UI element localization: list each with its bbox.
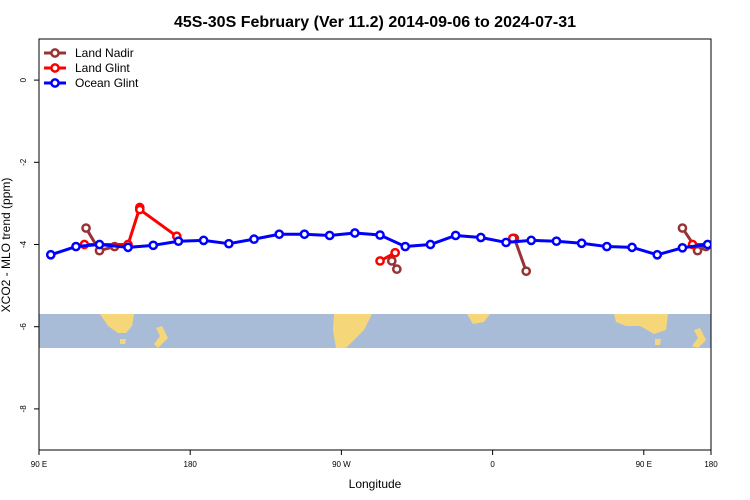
series-2-point-0-6 xyxy=(198,235,209,246)
series-2-point-0-15 xyxy=(425,239,436,250)
series-0-point-0-0 xyxy=(81,223,91,233)
y-axis-label: XCO2 - MLO trend (ppm) xyxy=(0,178,13,313)
series-2-point-0-8 xyxy=(249,234,259,245)
series-2-point-0-5 xyxy=(173,236,184,247)
legend-label-0: Land Nadir xyxy=(75,46,134,60)
series-2-point-0-12 xyxy=(349,228,360,238)
legend-marker-1 xyxy=(50,63,60,73)
legend-marker-0 xyxy=(50,48,60,58)
series-1-point-1-1 xyxy=(390,247,401,258)
series-2-point-0-1 xyxy=(71,241,81,252)
y-tick-label-0: 0 xyxy=(19,77,28,82)
y-tick-label-2: -4 xyxy=(19,240,28,248)
series-0-point-1-1 xyxy=(391,264,402,275)
series-2-point-0-22 xyxy=(601,241,612,252)
x-tick-label-4: 90 E xyxy=(636,460,652,469)
series-2-point-0-25 xyxy=(677,242,688,253)
chart-title: 45S-30S February (Ver 11.2) 2014-09-06 t… xyxy=(174,14,576,31)
y-tick-label-4: -8 xyxy=(19,405,28,413)
series-2-point-0-3 xyxy=(123,242,133,253)
series-2-point-0-17 xyxy=(475,232,486,243)
map-band xyxy=(39,314,711,348)
series-1-line-3 xyxy=(692,243,711,246)
series-0-point-3-0 xyxy=(677,223,688,233)
series-2-point-0-2 xyxy=(94,239,105,250)
series-2-point-0-11 xyxy=(324,230,335,241)
series-2-point-0-27 xyxy=(729,244,736,251)
series-2-point-0-21 xyxy=(576,238,587,249)
y-tick-label-1: -2 xyxy=(19,158,28,166)
legend-label-1: Land Glint xyxy=(75,61,130,75)
x-tick-label-2: 90 W xyxy=(332,460,351,469)
x-tick-label-5: 180 xyxy=(704,460,718,469)
series-2-point-0-23 xyxy=(627,242,637,253)
series-2-point-0-24 xyxy=(652,249,663,260)
series-2-point-0-13 xyxy=(375,230,385,240)
series-2-point-0-26 xyxy=(702,239,711,250)
x-axis-label: Longitude xyxy=(349,477,402,491)
series-1 xyxy=(79,202,745,266)
series-2-point-0-16 xyxy=(450,230,461,241)
series-0-point-2-1 xyxy=(521,266,532,277)
x-axis: 90 E 180 90 W 0 90 E 180 xyxy=(31,450,718,469)
series-2-point-0-0 xyxy=(45,249,56,260)
series-1-point-3-1 xyxy=(738,241,745,248)
series-2-point-0-10 xyxy=(299,229,310,240)
series-2-point-0-18 xyxy=(501,237,511,248)
series-1-point-1-0 xyxy=(375,256,385,266)
series-2-point-0-9 xyxy=(274,229,285,240)
series-layer xyxy=(45,202,745,277)
series-0 xyxy=(81,223,711,277)
legend-marker-2 xyxy=(50,78,60,88)
series-0-line-2 xyxy=(513,237,528,272)
x-tick-label-3: 0 xyxy=(490,460,495,469)
series-2-point-0-7 xyxy=(223,238,234,249)
legend-label-2: Ocean Glint xyxy=(75,76,139,90)
y-tick-label-3: -6 xyxy=(19,323,28,331)
x-tick-label-1: 180 xyxy=(184,460,198,469)
series-2-point-0-19 xyxy=(526,235,537,246)
series-1-point-0-3 xyxy=(134,204,145,215)
series-2-point-0-4 xyxy=(148,240,159,251)
series-2-point-0-14 xyxy=(400,241,411,252)
series-1-line-0 xyxy=(84,206,178,246)
y-axis: 0 -2 -4 -6 -8 xyxy=(19,77,39,412)
series-0-point-1-0 xyxy=(386,256,397,266)
series-2 xyxy=(45,228,736,260)
x-tick-label-0: 90 E xyxy=(31,460,47,469)
series-2-point-0-20 xyxy=(551,236,562,247)
